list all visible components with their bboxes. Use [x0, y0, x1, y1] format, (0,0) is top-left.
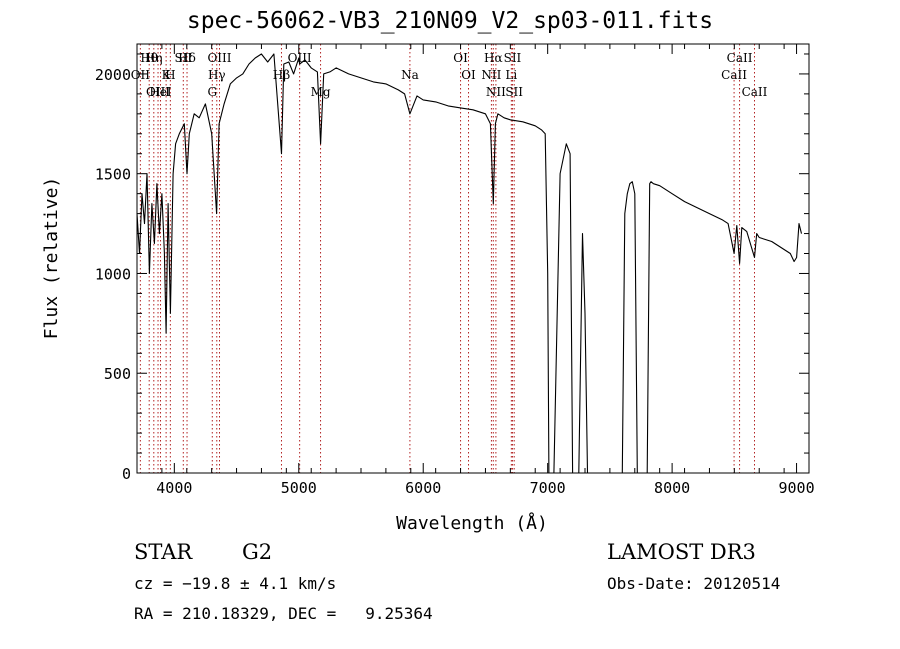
line-label: Hθ	[140, 51, 158, 65]
line-label: HeI	[149, 85, 172, 99]
emission-line-markers	[139, 44, 755, 473]
line-label: OI	[461, 68, 476, 82]
x-axis-title: Wavelength (Å)	[396, 512, 548, 534]
line-label: Hδ	[178, 51, 196, 65]
line-label: NII	[481, 68, 501, 82]
line-label: OII	[131, 68, 151, 82]
line-label: OIII	[146, 85, 170, 99]
redshift-label: cz = −19.8 ± 4.1 km/s	[134, 574, 337, 593]
line-label: Hβ	[273, 68, 290, 82]
line-label: Hη	[145, 51, 163, 65]
plot-axes: 4000 5000 6000 7000 8000 9000 0 500 1000 1500 2000	[95, 43, 815, 497]
y-tick-label: 500	[104, 365, 131, 383]
plot-frame	[136, 43, 810, 474]
y-tick-label: 1500	[95, 166, 131, 184]
survey-label: LAMOST DR3	[607, 540, 756, 564]
line-label: CaII	[742, 85, 768, 99]
line-label: OIII	[207, 51, 231, 65]
y-tick-label: 1000	[95, 265, 131, 283]
x-tick-label: 4000	[156, 479, 192, 497]
line-label: Li	[505, 68, 517, 82]
series-line-flux	[136, 53, 803, 474]
x-tick-label: 7000	[530, 479, 566, 497]
x-tick-label: 5000	[281, 479, 317, 497]
coordinates-label: RA = 210.18329, DEC = 9.25364	[134, 604, 433, 623]
x-tick-label: 9000	[778, 479, 814, 497]
axis-titles: Wavelength (Å) Flux (relative)	[41, 177, 548, 534]
line-label: SII	[504, 51, 522, 65]
line-label: K	[162, 68, 172, 82]
class-label: STAR	[134, 540, 193, 564]
obs-date-label: Obs-Date: 20120514	[607, 574, 781, 593]
y-tick-label: 0	[122, 465, 131, 483]
y-axis-title: Flux (relative)	[41, 177, 62, 340]
line-label: Na	[401, 68, 419, 82]
line-label: Hγ	[208, 68, 226, 82]
line-label: NII	[486, 85, 506, 99]
line-label: Mg	[311, 85, 331, 99]
x-tick-label: 8000	[654, 479, 690, 497]
line-label: G	[207, 85, 217, 99]
x-tick-label: 6000	[405, 479, 441, 497]
line-label: Hα	[484, 51, 503, 65]
line-label: CaII	[727, 51, 753, 65]
line-label: OIII	[288, 51, 312, 65]
y-tick-label: 2000	[95, 66, 131, 84]
line-label: OI	[453, 51, 468, 65]
flux-series	[136, 53, 803, 474]
page-title: spec-56062-VB3_210N09_V2_sp03-011.fits	[186, 8, 714, 34]
line-label: SII	[505, 85, 523, 99]
line-label: H	[165, 68, 175, 82]
subclass-label: G2	[242, 540, 273, 564]
line-label: CaII	[721, 68, 747, 82]
line-label: SII	[174, 51, 192, 65]
